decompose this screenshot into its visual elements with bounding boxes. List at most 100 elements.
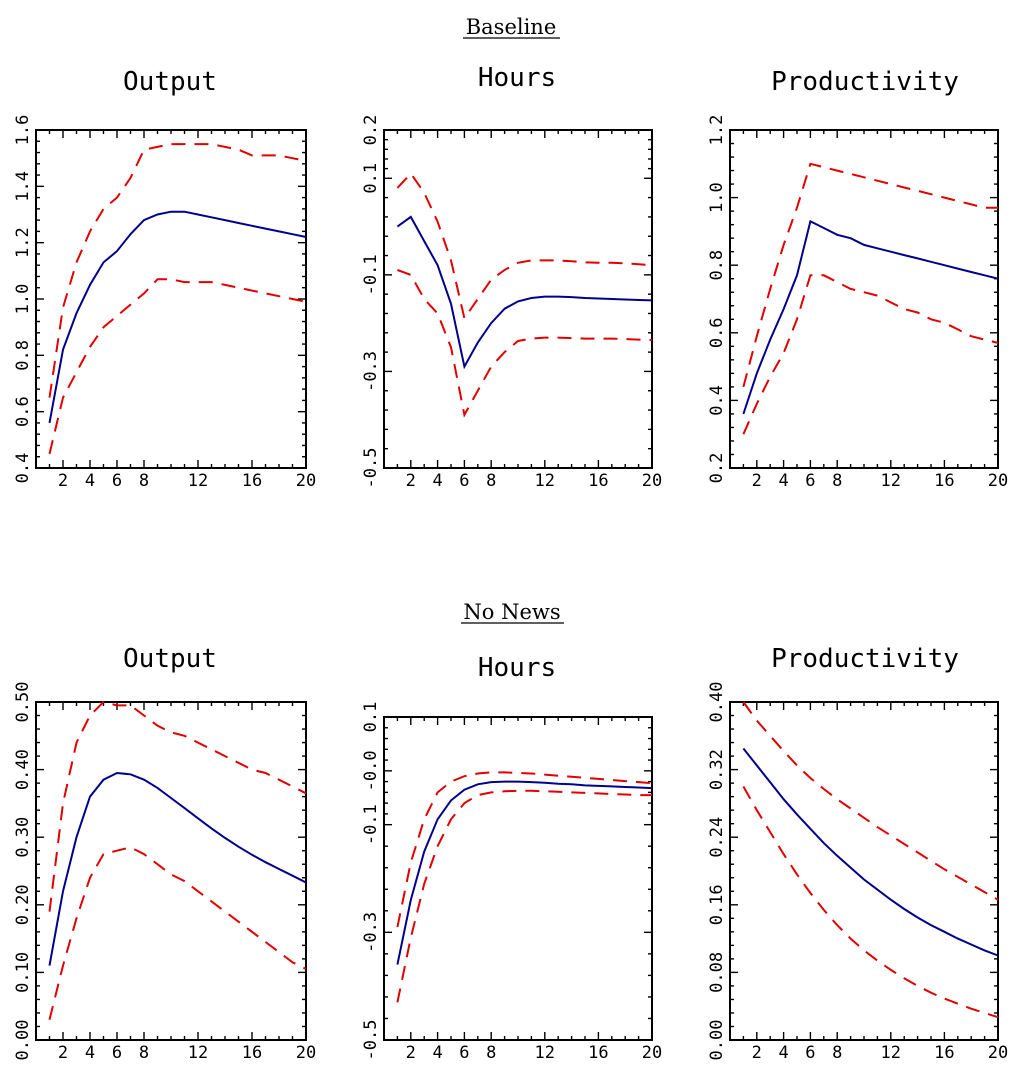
x-tick-label: 20 xyxy=(642,1043,662,1063)
x-tick-label: 20 xyxy=(642,471,662,491)
x-tick-label: 16 xyxy=(934,1043,954,1063)
x-tick-label: 6 xyxy=(459,471,469,491)
x-tick-label: 2 xyxy=(58,1043,68,1063)
x-tick-label: 4 xyxy=(778,1043,788,1063)
panel-baseline-output: Output 2 4 6 8 12 16 20 0.4 0.6 0.8 1.0 1.2 1.4 1.6 xyxy=(13,67,316,491)
plot-frame xyxy=(729,129,999,469)
plot-frame xyxy=(383,716,653,1041)
x-tick-label: 8 xyxy=(139,471,149,491)
panel-title: Output xyxy=(123,67,217,97)
y-tick-label: 0.2 xyxy=(361,115,381,146)
y-tick-label: 0.40 xyxy=(707,682,727,723)
panel-baseline-productivity: Productivity 2 4 6 8 12 16 20 0.2 0.4 0.6 0.8 1.0 1.… xyxy=(707,67,1008,491)
panel-no-news-productivity: Productivity 2 4 6 8 12 16 20 0.00 0.08 0.16 0.24 0… xyxy=(707,644,1008,1063)
y-tick-label: 1.2 xyxy=(13,227,33,258)
plot-area: 2 4 6 8 12 16 20 0.2 0.4 0.6 0.8 1.0 1.2 xyxy=(707,115,1008,491)
panel-no-news-output: Output 2 4 6 8 12 16 20 0.00 0.10 0.20 0.30 0.40 0.5… xyxy=(13,644,316,1063)
y-tick-label: 1.6 xyxy=(13,115,33,146)
median-response-line xyxy=(48,210,307,424)
section-heading-baseline: Baseline xyxy=(463,15,560,39)
plot-area: 2 4 6 8 12 16 20 -0.5 -0.3 -0.1 0.1 0.2 xyxy=(361,115,662,491)
median-response-line xyxy=(396,215,653,370)
panel-title: Productivity xyxy=(771,67,959,97)
y-tick-label: 0.1 xyxy=(361,702,381,733)
x-tick-label: 6 xyxy=(459,1043,469,1063)
x-tick-label: 12 xyxy=(881,1043,901,1063)
y-tick-label: -0.3 xyxy=(361,912,381,953)
plot-area: 2 4 6 8 12 16 20 0.4 0.6 0.8 1.0 1.2 1.4 1.6 xyxy=(13,115,316,491)
lower-band-line xyxy=(48,846,307,1020)
y-tick-label: 0.30 xyxy=(13,817,33,858)
x-tick-label: 8 xyxy=(832,1043,842,1063)
x-tick-label: 4 xyxy=(432,471,442,491)
y-tick-label: -0.5 xyxy=(361,448,381,489)
y-tick-label: -0.5 xyxy=(361,1020,381,1061)
x-tick-label: 12 xyxy=(188,471,208,491)
x-tick-label: 20 xyxy=(988,1043,1008,1063)
section-heading-no-news: No News xyxy=(461,600,564,624)
lower-band-line xyxy=(742,786,999,1019)
y-tick-label: 1.2 xyxy=(707,115,727,146)
y-tick-label: 1.0 xyxy=(13,284,33,315)
median-response-line xyxy=(742,747,999,957)
x-tick-label: 16 xyxy=(588,1043,608,1063)
x-tick-label: 12 xyxy=(535,471,555,491)
x-tick-label: 12 xyxy=(535,1043,555,1063)
y-tick-label: 0.20 xyxy=(13,884,33,925)
x-tick-label: 8 xyxy=(486,1043,496,1063)
y-tick-label: 0.8 xyxy=(13,340,33,371)
panel-title: Output xyxy=(123,644,217,674)
y-tick-label: 0.24 xyxy=(707,817,727,858)
x-tick-label: 12 xyxy=(188,1043,208,1063)
x-tick-label: 12 xyxy=(881,471,901,491)
plot-area: 2 4 6 8 12 16 20 0.00 0.10 0.20 0.30 0.40 0.50 xyxy=(13,682,316,1063)
median-response-line xyxy=(742,219,999,415)
y-tick-label: 0.00 xyxy=(707,1020,727,1061)
upper-band-line xyxy=(742,162,998,388)
x-tick-label: 2 xyxy=(406,471,416,491)
y-tick-label: 1.4 xyxy=(13,171,33,202)
y-tick-label: 0.08 xyxy=(707,952,727,993)
plot-frame xyxy=(729,701,999,1041)
upper-band-line xyxy=(396,171,653,321)
y-tick-label: -0.1 xyxy=(361,804,381,845)
panel-no-news-hours: Hours 2 4 6 8 12 16 20 -0.5 -0.3 -0.1 -0.0 0.1 xyxy=(361,653,662,1063)
y-tick-label: 0.00 xyxy=(13,1020,33,1061)
x-tick-label: 16 xyxy=(934,471,954,491)
upper-band-line xyxy=(396,771,653,928)
y-tick-label: -0.0 xyxy=(361,750,381,791)
plot-area: 2 4 6 8 12 16 20 -0.5 -0.3 -0.1 -0.0 0.1 xyxy=(361,702,662,1063)
panel-title: Hours xyxy=(478,63,556,93)
section-title-baseline: Baseline xyxy=(466,15,557,39)
x-tick-label: 6 xyxy=(112,1043,122,1063)
x-tick-label: 20 xyxy=(988,471,1008,491)
x-tick-label: 2 xyxy=(752,1043,762,1063)
x-tick-label: 8 xyxy=(486,471,496,491)
plot-frame xyxy=(35,701,307,1041)
upper-band-line xyxy=(742,701,999,901)
y-tick-label: 0.8 xyxy=(707,250,727,281)
x-tick-label: 8 xyxy=(832,471,842,491)
x-tick-label: 16 xyxy=(242,1043,262,1063)
x-tick-label: 4 xyxy=(432,1043,442,1063)
x-tick-label: 2 xyxy=(406,1043,416,1063)
y-tick-label: 0.4 xyxy=(13,453,33,484)
y-tick-label: 1.0 xyxy=(707,182,727,213)
y-tick-label: 0.1 xyxy=(361,163,381,194)
y-tick-label: 0.10 xyxy=(13,952,33,993)
x-tick-label: 20 xyxy=(296,471,316,491)
y-tick-label: 0.32 xyxy=(707,749,727,790)
upper-band-line xyxy=(48,143,307,398)
lower-band-line xyxy=(742,274,999,435)
y-tick-label: 0.6 xyxy=(13,396,33,427)
plot-frame xyxy=(35,129,307,469)
x-tick-label: 16 xyxy=(588,471,608,491)
y-tick-label: 0.2 xyxy=(707,453,727,484)
median-response-line xyxy=(396,780,653,965)
median-response-line xyxy=(48,771,307,966)
x-tick-label: 6 xyxy=(805,1043,815,1063)
y-tick-label: 0.6 xyxy=(707,317,727,348)
x-tick-label: 8 xyxy=(139,1043,149,1063)
panel-baseline-hours: Hours 2 4 6 8 12 16 20 -0.5 -0.3 -0.1 0.1 0.2 xyxy=(361,63,662,491)
